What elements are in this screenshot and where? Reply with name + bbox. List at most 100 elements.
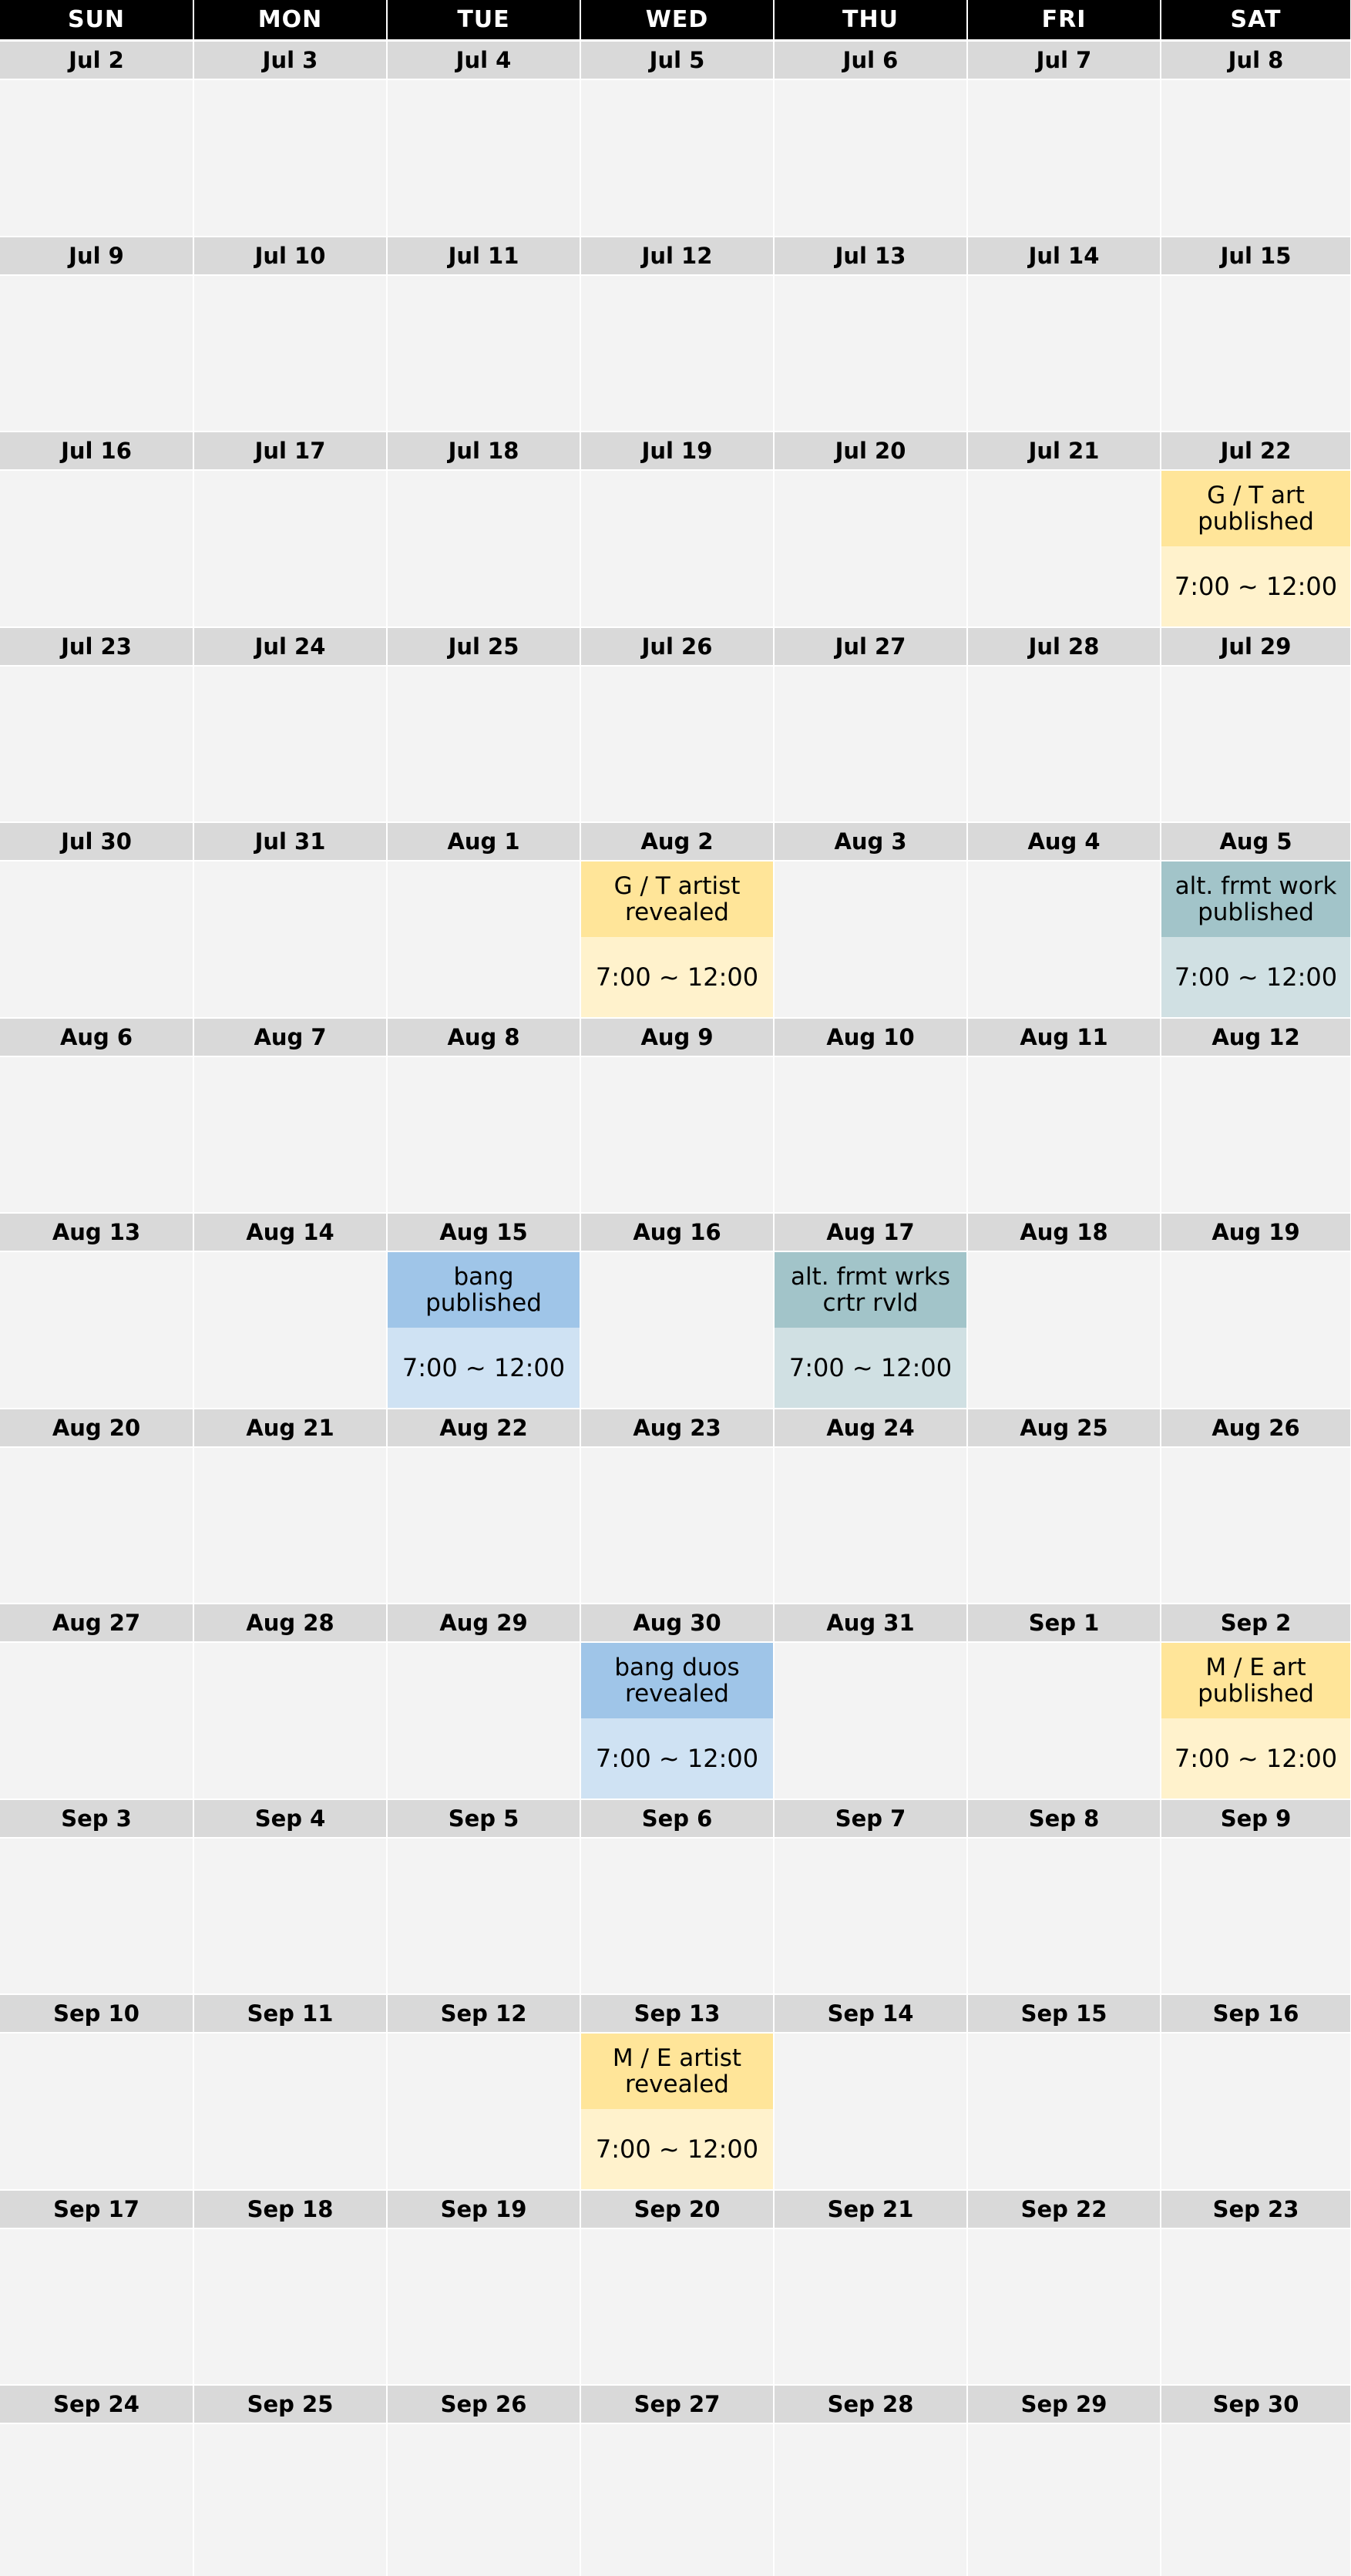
day-cell-sep-29[interactable] <box>968 2424 1160 2576</box>
day-cell-aug-5[interactable]: alt. frmt work published 7:00 ~ 12:00 <box>1161 861 1350 1017</box>
day-cell-jul-10[interactable] <box>194 276 386 431</box>
day-cell-aug-12[interactable] <box>1161 1057 1350 1212</box>
day-cell-aug-26[interactable] <box>1161 1448 1350 1603</box>
day-cell-aug-1[interactable] <box>388 861 580 1017</box>
day-cell-sep-8[interactable] <box>968 1839 1160 1993</box>
day-cell-sep-28[interactable] <box>775 2424 966 2576</box>
event-block[interactable]: alt. frmt work published 7:00 ~ 12:00 <box>1161 861 1350 1017</box>
day-cell-jul-17[interactable] <box>194 471 386 626</box>
day-cell-jul-22[interactable]: G / T art published 7:00 ~ 12:00 <box>1161 471 1350 626</box>
day-cell-aug-31[interactable] <box>775 1643 966 1798</box>
day-cell-sep-3[interactable] <box>0 1839 193 1993</box>
day-cell-jul-9[interactable] <box>0 276 193 431</box>
day-cell-jul-4[interactable] <box>388 80 580 236</box>
day-cell-jul-16[interactable] <box>0 471 193 626</box>
day-cell-sep-20[interactable] <box>581 2229 773 2384</box>
event-block[interactable]: G / T art published 7:00 ~ 12:00 <box>1161 471 1350 626</box>
day-cell-jul-14[interactable] <box>968 276 1160 431</box>
day-cell-jul-19[interactable] <box>581 471 773 626</box>
day-cell-sep-12[interactable] <box>388 2034 580 2189</box>
day-cell-jul-31[interactable] <box>194 861 386 1017</box>
event-block[interactable]: bang duos revealed 7:00 ~ 12:00 <box>581 1643 773 1798</box>
day-cell-aug-30[interactable]: bang duos revealed 7:00 ~ 12:00 <box>581 1643 773 1798</box>
day-cell-sep-14[interactable] <box>775 2034 966 2189</box>
day-cell-sep-17[interactable] <box>0 2229 193 2384</box>
day-cell-jul-6[interactable] <box>775 80 966 236</box>
day-cell-sep-24[interactable] <box>0 2424 193 2576</box>
day-cell-aug-16[interactable] <box>581 1252 773 1408</box>
day-cell-aug-27[interactable] <box>0 1643 193 1798</box>
day-cell-aug-25[interactable] <box>968 1448 1160 1603</box>
day-cell-sep-5[interactable] <box>388 1839 580 1993</box>
day-cell-jul-13[interactable] <box>775 276 966 431</box>
day-cell-aug-3[interactable] <box>775 861 966 1017</box>
day-cell-sep-10[interactable] <box>0 2034 193 2189</box>
day-cell-jul-26[interactable] <box>581 667 773 821</box>
day-cell-sep-13[interactable]: M / E artist revealed 7:00 ~ 12:00 <box>581 2034 773 2189</box>
day-cell-jul-30[interactable] <box>0 861 193 1017</box>
day-cell-jul-2[interactable] <box>0 80 193 236</box>
day-cell-jul-29[interactable] <box>1161 667 1350 821</box>
day-cell-sep-19[interactable] <box>388 2229 580 2384</box>
day-cell-jul-24[interactable] <box>194 667 386 821</box>
day-cell-jul-27[interactable] <box>775 667 966 821</box>
day-cell-sep-22[interactable] <box>968 2229 1160 2384</box>
day-cell-aug-15[interactable]: bang published 7:00 ~ 12:00 <box>388 1252 580 1408</box>
day-cell-sep-9[interactable] <box>1161 1839 1350 1993</box>
event-block[interactable]: M / E art published 7:00 ~ 12:00 <box>1161 1643 1350 1798</box>
day-cell-sep-30[interactable] <box>1161 2424 1350 2576</box>
day-cell-sep-2[interactable]: M / E art published 7:00 ~ 12:00 <box>1161 1643 1350 1798</box>
day-cell-aug-9[interactable] <box>581 1057 773 1212</box>
day-cell-aug-8[interactable] <box>388 1057 580 1212</box>
day-cell-aug-14[interactable] <box>194 1252 386 1408</box>
day-cell-aug-10[interactable] <box>775 1057 966 1212</box>
day-cell-sep-27[interactable] <box>581 2424 773 2576</box>
day-cell-aug-19[interactable] <box>1161 1252 1350 1408</box>
day-cell-aug-20[interactable] <box>0 1448 193 1603</box>
day-cell-jul-15[interactable] <box>1161 276 1350 431</box>
day-cell-jul-28[interactable] <box>968 667 1160 821</box>
day-cell-aug-18[interactable] <box>968 1252 1160 1408</box>
day-cell-sep-7[interactable] <box>775 1839 966 1993</box>
date-label-sep-16: Sep 16 <box>1161 1995 1350 2032</box>
event-block[interactable]: M / E artist revealed 7:00 ~ 12:00 <box>581 2034 773 2189</box>
day-cell-jul-8[interactable] <box>1161 80 1350 236</box>
day-cell-aug-7[interactable] <box>194 1057 386 1212</box>
day-cell-aug-21[interactable] <box>194 1448 386 1603</box>
day-cell-aug-2[interactable]: G / T artist revealed 7:00 ~ 12:00 <box>581 861 773 1017</box>
day-cell-aug-23[interactable] <box>581 1448 773 1603</box>
day-cell-aug-29[interactable] <box>388 1643 580 1798</box>
event-block[interactable]: alt. frmt wrks crtr rvld 7:00 ~ 12:00 <box>775 1252 966 1408</box>
day-cell-jul-5[interactable] <box>581 80 773 236</box>
day-cell-sep-25[interactable] <box>194 2424 386 2576</box>
day-cell-aug-24[interactable] <box>775 1448 966 1603</box>
day-cell-jul-21[interactable] <box>968 471 1160 626</box>
day-cell-aug-22[interactable] <box>388 1448 580 1603</box>
day-cell-jul-20[interactable] <box>775 471 966 626</box>
day-cell-sep-1[interactable] <box>968 1643 1160 1798</box>
day-cell-aug-28[interactable] <box>194 1643 386 1798</box>
day-cell-sep-4[interactable] <box>194 1839 386 1993</box>
day-cell-sep-21[interactable] <box>775 2229 966 2384</box>
day-cell-jul-3[interactable] <box>194 80 386 236</box>
day-cell-aug-13[interactable] <box>0 1252 193 1408</box>
day-cell-sep-26[interactable] <box>388 2424 580 2576</box>
day-cell-aug-6[interactable] <box>0 1057 193 1212</box>
day-cell-aug-4[interactable] <box>968 861 1160 1017</box>
day-cell-sep-23[interactable] <box>1161 2229 1350 2384</box>
day-cell-jul-12[interactable] <box>581 276 773 431</box>
day-cell-sep-15[interactable] <box>968 2034 1160 2189</box>
day-cell-aug-17[interactable]: alt. frmt wrks crtr rvld 7:00 ~ 12:00 <box>775 1252 966 1408</box>
event-block[interactable]: bang published 7:00 ~ 12:00 <box>388 1252 580 1408</box>
day-cell-aug-11[interactable] <box>968 1057 1160 1212</box>
day-cell-jul-25[interactable] <box>388 667 580 821</box>
day-cell-jul-23[interactable] <box>0 667 193 821</box>
event-block[interactable]: G / T artist revealed 7:00 ~ 12:00 <box>581 861 773 1017</box>
day-cell-jul-7[interactable] <box>968 80 1160 236</box>
day-cell-jul-11[interactable] <box>388 276 580 431</box>
day-cell-sep-16[interactable] <box>1161 2034 1350 2189</box>
day-cell-sep-11[interactable] <box>194 2034 386 2189</box>
day-cell-jul-18[interactable] <box>388 471 580 626</box>
day-cell-sep-6[interactable] <box>581 1839 773 1993</box>
day-cell-sep-18[interactable] <box>194 2229 386 2384</box>
